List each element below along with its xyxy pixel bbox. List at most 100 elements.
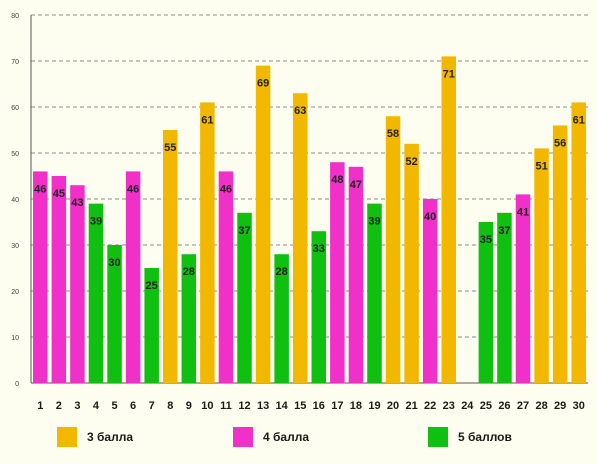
bar-value-label: 37: [238, 225, 250, 237]
bar: [292, 93, 308, 383]
x-tick-label: 3: [74, 400, 80, 412]
bar: [70, 185, 85, 383]
y-tick-label: 30: [11, 243, 19, 250]
x-tick-label: 19: [368, 400, 380, 412]
x-tick-label: 14: [276, 400, 289, 412]
x-tick-label: 15: [294, 400, 306, 412]
bar: [478, 222, 494, 383]
bar: [367, 203, 382, 383]
x-tick-label: 24: [461, 400, 474, 412]
x-tick-label: 9: [186, 400, 192, 412]
bar: [330, 162, 345, 383]
bar-value-label: 47: [350, 179, 362, 191]
y-tick-label: 50: [11, 151, 19, 158]
legend-label-5: 5 баллов: [458, 430, 512, 444]
bar: [33, 171, 48, 383]
bar: [200, 102, 215, 384]
bar-value-label: 37: [498, 225, 510, 237]
bar: [88, 203, 104, 383]
x-tick-label: 5: [111, 400, 117, 412]
bar-value-label: 56: [554, 137, 566, 149]
bar: [534, 148, 549, 383]
x-tick-label: 12: [238, 400, 250, 412]
bar: [51, 176, 67, 383]
legend-label-4: 4 балла: [263, 430, 310, 444]
bar-value-label: 40: [424, 211, 436, 223]
bar: [348, 166, 364, 383]
bar: [163, 130, 178, 383]
bar: [107, 245, 122, 383]
x-tick-label: 1: [37, 400, 43, 412]
bar-value-label: 35: [480, 234, 492, 246]
x-tick-label: 23: [443, 400, 455, 412]
bar-value-label: 52: [405, 156, 417, 168]
x-tick-label: 8: [167, 400, 173, 412]
x-tick-label: 21: [405, 400, 417, 412]
bar: [218, 171, 234, 383]
legend-swatch-4: [233, 427, 253, 447]
bar-value-label: 41: [517, 206, 529, 218]
x-tick-label: 27: [517, 400, 529, 412]
bar-value-label: 58: [387, 128, 399, 140]
legend-item-4: 4 балла: [233, 427, 309, 447]
x-tick-label: 16: [313, 400, 325, 412]
legend-item-3: 3 балла: [57, 427, 133, 447]
bar-value-label: 46: [220, 183, 232, 195]
bar: [385, 116, 401, 383]
x-tick-label: 13: [257, 400, 269, 412]
legend-label-3: 3 балла: [87, 430, 134, 444]
bar-value-label: 61: [573, 114, 585, 126]
bar-value-label: 43: [71, 197, 83, 209]
bar-value-label: 69: [257, 78, 269, 90]
bar-value-label: 33: [313, 243, 325, 255]
x-tick-label: 28: [535, 400, 547, 412]
legend-swatch-3: [57, 427, 77, 447]
bar-value-label: 28: [276, 266, 288, 278]
bar: [441, 56, 456, 384]
y-tick-label: 80: [11, 13, 19, 20]
x-tick-label: 11: [220, 400, 232, 412]
bar: [515, 194, 531, 383]
bar-value-label: 61: [201, 114, 213, 126]
bar: [255, 65, 271, 383]
x-tick-label: 10: [201, 400, 213, 412]
y-tick-label: 60: [11, 105, 19, 112]
x-tick-label: 26: [498, 400, 510, 412]
bar: [274, 254, 289, 383]
x-tick-label: 6: [130, 400, 136, 412]
x-tick-label: 29: [554, 400, 566, 412]
bar: [552, 125, 568, 384]
bar: [144, 268, 159, 383]
x-tick-label: 22: [424, 400, 436, 412]
bar: [422, 199, 438, 383]
x-tick-label: 7: [149, 400, 155, 412]
y-tick-label: 70: [11, 59, 19, 66]
bar-value-label: 71: [443, 68, 455, 80]
bar-value-label: 45: [53, 188, 65, 200]
y-tick-label: 40: [11, 197, 19, 204]
x-tick-label: 20: [387, 400, 399, 412]
bar-value-label: 39: [90, 216, 102, 228]
bar-value-label: 30: [108, 257, 120, 269]
bar-value-label: 46: [34, 183, 46, 195]
bar: [311, 231, 327, 383]
bar-value-label: 48: [331, 174, 343, 186]
x-tick-label: 2: [56, 400, 62, 412]
x-tick-label: 17: [331, 400, 343, 412]
bar-value-label: 28: [183, 266, 195, 278]
y-tick-label: 10: [11, 335, 19, 342]
bar: [237, 212, 252, 383]
y-tick-label: 20: [11, 289, 19, 296]
bar: [497, 212, 512, 383]
bar: [404, 143, 419, 383]
bar-value-label: 25: [146, 280, 158, 292]
x-tick-label: 18: [350, 400, 362, 412]
legend-item-5: 5 баллов: [428, 427, 512, 447]
bar: [181, 254, 197, 383]
bar: [125, 171, 141, 383]
bar: [571, 102, 586, 384]
bar-value-label: 55: [164, 142, 176, 154]
bar-value-label: 51: [535, 160, 547, 172]
bar-value-label: 63: [294, 105, 306, 117]
